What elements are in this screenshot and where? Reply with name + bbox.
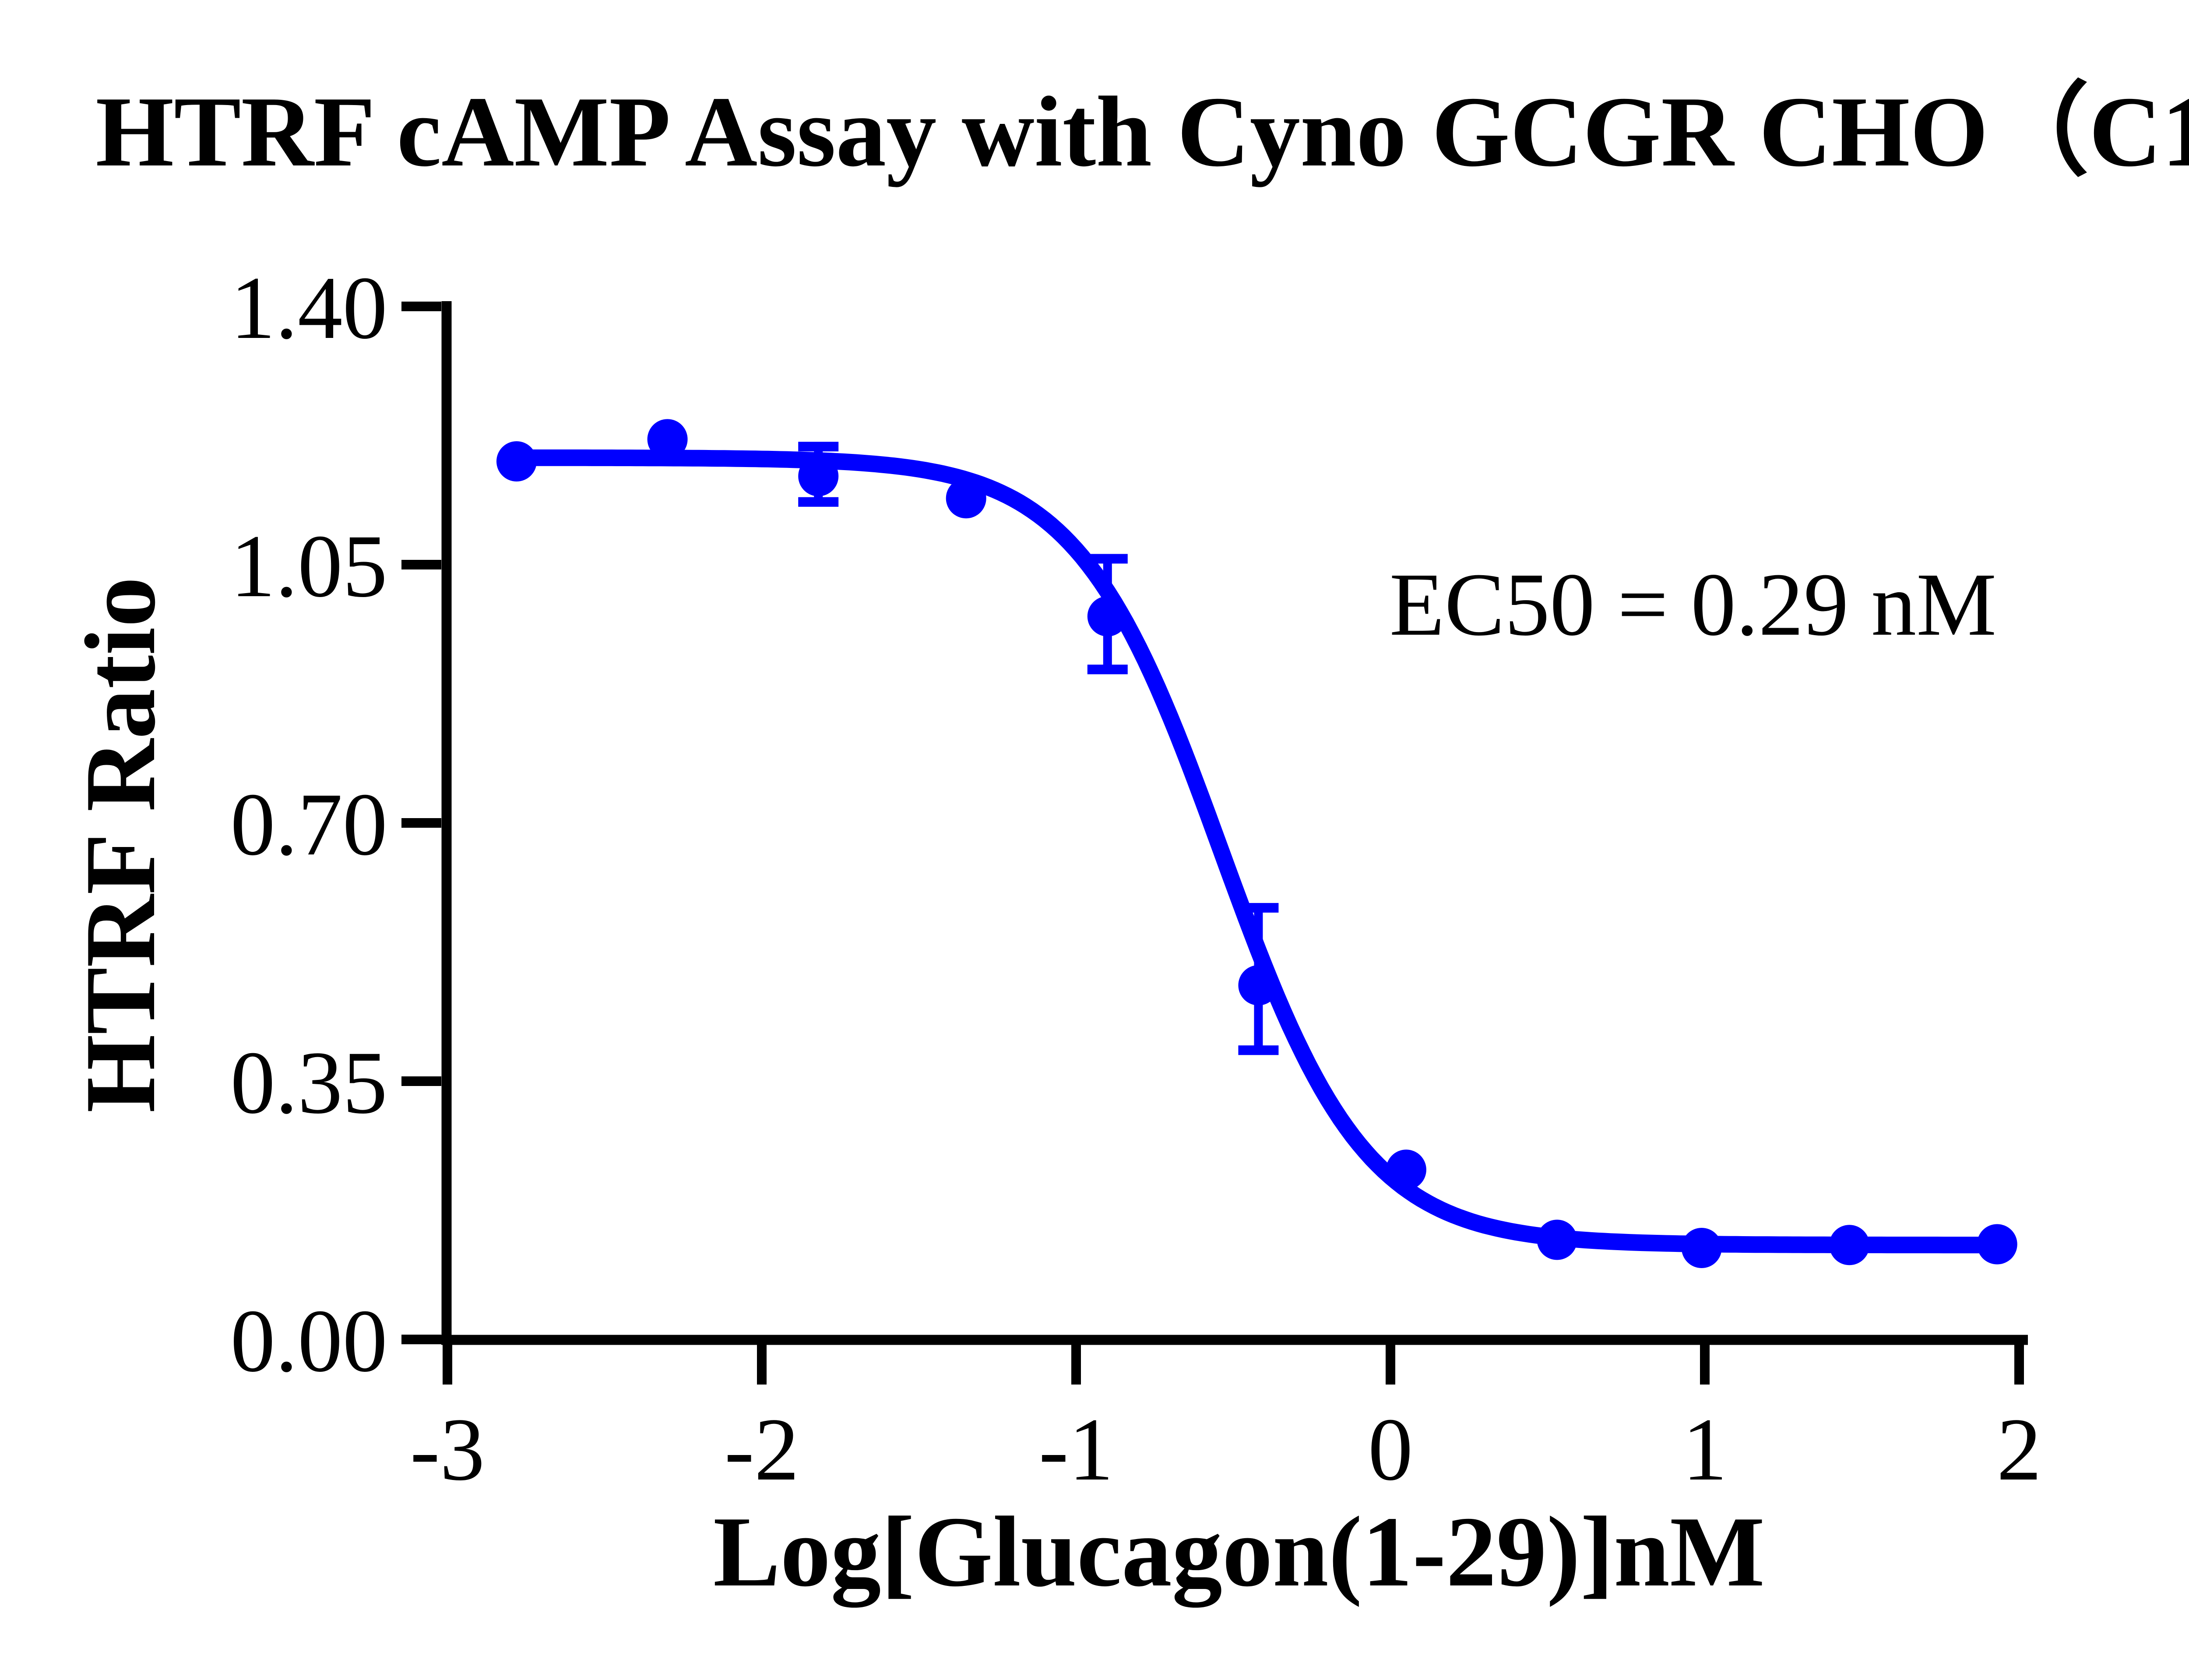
data-point bbox=[798, 456, 839, 496]
y-axis-title: HTRF Ratio bbox=[64, 577, 176, 1113]
data-point bbox=[1386, 1149, 1426, 1190]
x-tick-label: 1 bbox=[1682, 1400, 1728, 1499]
y-tick-label: 1.40 bbox=[230, 258, 387, 358]
data-point bbox=[1238, 965, 1279, 1005]
y-tick-label: 0.70 bbox=[230, 775, 387, 874]
data-point bbox=[1087, 596, 1128, 636]
data-point bbox=[946, 478, 986, 519]
y-tick-label: 0.35 bbox=[230, 1033, 387, 1132]
x-tick-label: 0 bbox=[1368, 1400, 1413, 1499]
x-axis-title: Log[Glucagon(1-29)]nM bbox=[713, 1496, 1765, 1608]
axes: 0.00 0.35 0.70 1.05 1.40 -3 -2 -1 0 1 2 bbox=[230, 258, 2041, 1499]
ec50-annotation: EC50 = 0.29 nM bbox=[1390, 554, 1997, 654]
chart-title: HTRF cAMP Assay with Cyno GCGR CHO（C10） bbox=[95, 76, 2189, 187]
series bbox=[496, 419, 2017, 1268]
data-point bbox=[647, 419, 688, 460]
data-point bbox=[1537, 1220, 1577, 1260]
x-tick-label: 2 bbox=[1997, 1400, 2042, 1499]
data-point bbox=[496, 441, 537, 482]
y-tick-label: 0.00 bbox=[230, 1291, 387, 1391]
x-tick-label: -3 bbox=[410, 1400, 485, 1499]
data-point bbox=[1977, 1224, 2017, 1265]
data-point bbox=[1829, 1225, 1870, 1265]
x-tick-label: -2 bbox=[725, 1400, 799, 1499]
data-point bbox=[1681, 1227, 1722, 1268]
y-tick-label: 1.05 bbox=[230, 517, 387, 616]
x-tick-label: -1 bbox=[1039, 1400, 1114, 1499]
